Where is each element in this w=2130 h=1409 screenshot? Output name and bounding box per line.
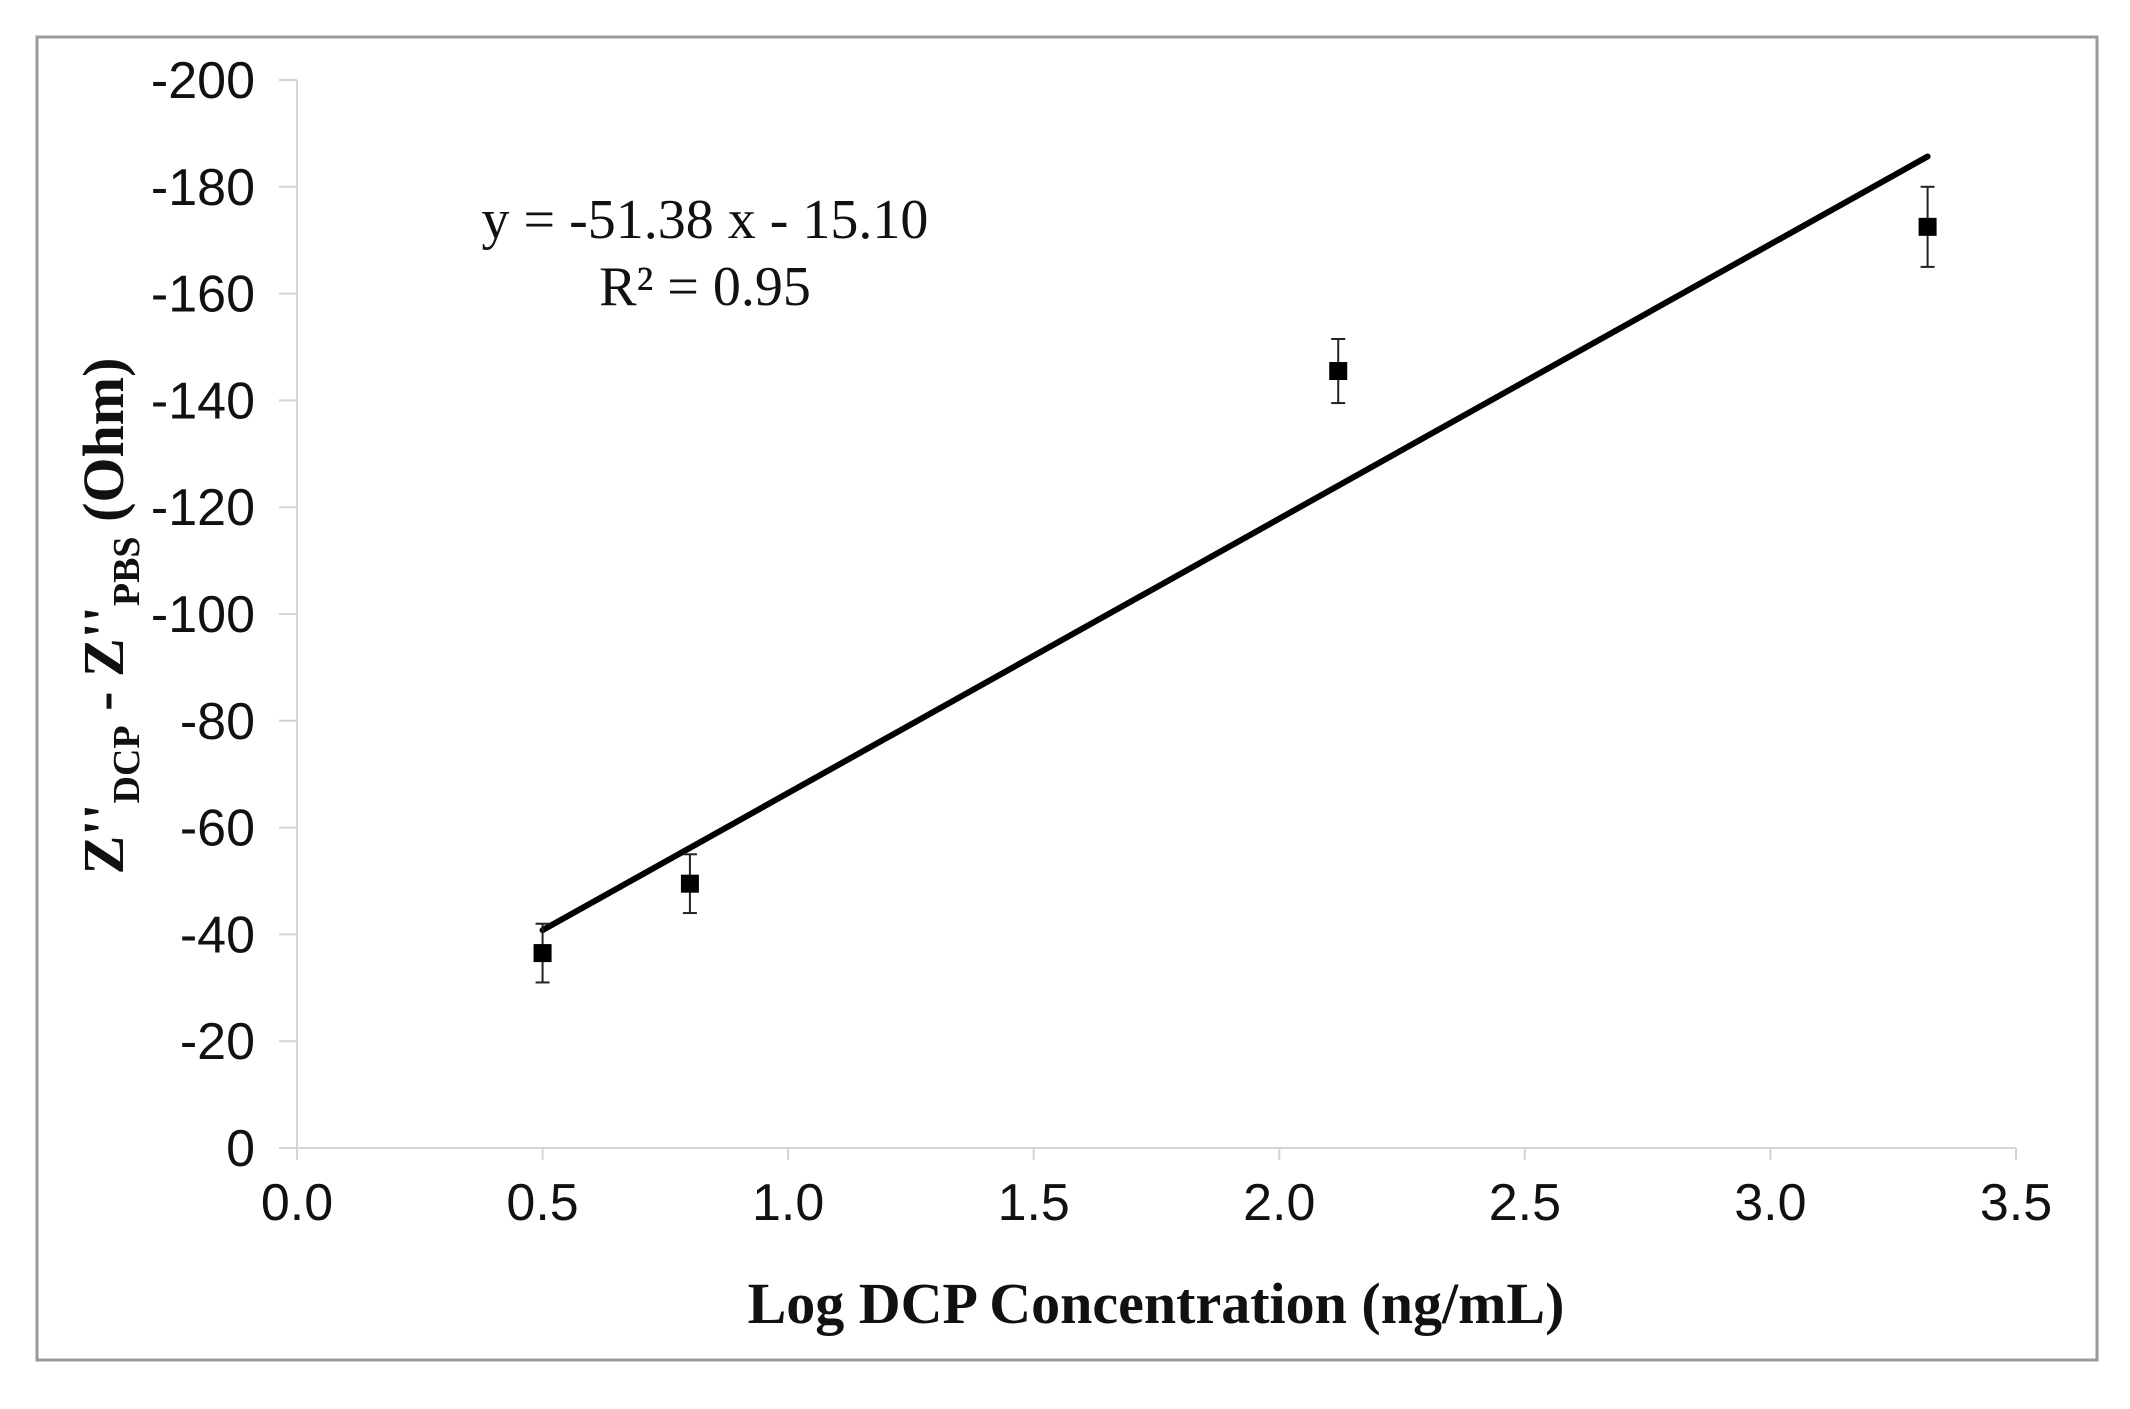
y-title-z-dcp: Z'' <box>71 803 136 874</box>
data-point <box>1918 217 1937 236</box>
y-title-dash: - <box>71 677 136 725</box>
y-tick-label: -180 <box>151 159 255 217</box>
y-title-sub-dcp: DCP <box>106 725 148 803</box>
x-tick-label: 2.0 <box>1243 1174 1315 1232</box>
x-tick-label: 1.5 <box>998 1174 1070 1232</box>
y-tick-label: -160 <box>151 266 255 324</box>
equation-annotation: y = -51.38 x - 15.10 <box>482 189 929 251</box>
data-point <box>680 874 699 893</box>
r-squared-annotation: R² = 0.95 <box>599 256 811 318</box>
x-axis-title: Log DCP Concentration (ng/mL) <box>748 1271 1565 1336</box>
y-tick-group: 0 -20 -40 -60 -80 -100 -120 -140 -160 -180 -200 <box>151 52 297 1178</box>
y-tick-label: 0 <box>226 1120 255 1178</box>
y-tick-label: -60 <box>180 800 255 858</box>
x-tick-group: 0.0 0.5 1.0 1.5 2.0 2.5 3.0 3.5 <box>261 1148 2052 1232</box>
x-tick-label: 1.0 <box>752 1174 824 1232</box>
y-title-unit: (Ohm) <box>71 358 136 537</box>
x-tick-label: 2.5 <box>1489 1174 1561 1232</box>
y-tick-label: -140 <box>151 372 255 430</box>
x-tick-label: 3.0 <box>1734 1174 1806 1232</box>
x-tick-label: 0.0 <box>261 1174 333 1232</box>
x-tick-label: 0.5 <box>506 1174 578 1232</box>
trendline-group <box>539 153 1931 934</box>
y-tick-label: -40 <box>180 906 255 964</box>
data-points-group <box>533 185 1937 984</box>
y-axis-title: Z''DCP - Z''PBS (Ohm) <box>71 358 148 875</box>
y-tick-label: -120 <box>151 479 255 537</box>
y-title-z-pbs: Z'' <box>71 606 136 677</box>
y-tick-label: -200 <box>151 52 255 110</box>
trendline <box>539 153 1931 934</box>
y-title-sub-pbs: PBS <box>106 536 148 606</box>
y-tick-label: -20 <box>180 1013 255 1071</box>
y-tick-label: -80 <box>180 693 255 751</box>
data-point <box>1329 362 1348 381</box>
y-tick-label: -100 <box>151 586 255 644</box>
x-tick-label: 3.5 <box>1980 1174 2052 1232</box>
data-point <box>533 944 552 963</box>
chart-frame <box>35 35 2099 1362</box>
